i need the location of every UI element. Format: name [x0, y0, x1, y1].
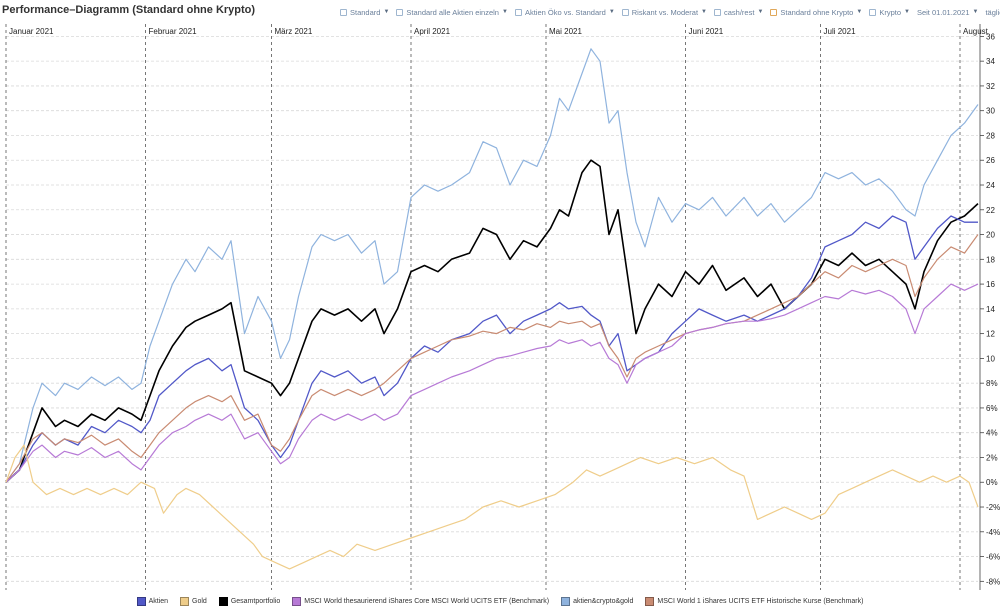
chevron-down-icon[interactable]: ▼ — [701, 9, 707, 15]
series-line — [5, 215, 978, 483]
y-tick-label: 16 — [986, 280, 995, 289]
interval-select[interactable]: täglich▼ — [985, 7, 1000, 17]
toolbar-item-riskant-moderat[interactable]: Riskant vs. Moderat ▼ — [621, 8, 707, 17]
month-markers: Januar 2021 Februar 2021 März 2021 April 20… — [5, 24, 989, 590]
y-tick-label: 18 — [986, 255, 995, 264]
series-line — [5, 444, 979, 570]
legend-item-msci-thesaurierend[interactable]: MSCI World thesaurierend iShares Core MS… — [292, 596, 549, 606]
month-label: März 2021 — [275, 27, 313, 36]
y-tick-label: 10 — [986, 354, 995, 363]
checkbox-icon[interactable] — [714, 8, 721, 16]
y-tick-label: 36 — [986, 32, 995, 41]
legend-item-aktien-crypto-gold[interactable]: aktien&crypto&gold — [561, 596, 633, 606]
checkbox-icon[interactable] — [396, 8, 404, 16]
y-tick-label: 34 — [986, 57, 995, 66]
chevron-down-icon[interactable]: ▼ — [501, 9, 508, 15]
y-axis: -8% -6% -4% -2% 0% 2% 4% 6% 8% 10 12 14 16 18 20 22 24 26… — [979, 24, 1000, 590]
legend-swatch — [292, 596, 302, 606]
chevron-down-icon[interactable]: ▼ — [608, 9, 615, 15]
series-lines — [5, 48, 979, 570]
month-label: Juli 2021 — [824, 27, 857, 36]
y-tick-label: 20 — [986, 231, 995, 240]
toolbar-item-krypto[interactable]: Krypto ▼ — [869, 8, 910, 17]
legend-swatch — [645, 596, 655, 606]
month-label: Juni 2021 — [689, 27, 724, 36]
y-tick-label: 6% — [986, 404, 998, 413]
month-label: April 2021 — [414, 27, 451, 36]
y-tick-label: 14 — [986, 305, 995, 314]
y-tick-label: 32 — [986, 82, 995, 91]
legend-item-msci-world-1[interactable]: MSCI World 1 iShares UCITS ETF Historisc… — [645, 596, 863, 606]
legend-swatch — [218, 596, 228, 606]
legend-swatch — [180, 596, 190, 606]
series-line — [5, 159, 979, 483]
y-tick-label: 28 — [986, 131, 995, 140]
y-tick-label: 8% — [986, 379, 998, 388]
toolbar-item-standard-alle-aktien[interactable]: Standard alle Aktien einzeln ▼ — [396, 8, 508, 17]
grid — [6, 35, 978, 582]
legend-item-gesamtportfolio[interactable]: Gesamtportfolio — [218, 596, 280, 606]
toolbar-item-aktien-oeko[interactable]: Aktien Öko vs. Standard ▼ — [514, 8, 615, 17]
chevron-down-icon[interactable]: ▼ — [856, 9, 863, 15]
chevron-down-icon[interactable]: ▼ — [972, 9, 979, 15]
performance-chart: Januar 2021 Februar 2021 März 2021 April 20… — [5, 24, 1000, 590]
chevron-down-icon[interactable]: ▼ — [757, 9, 764, 15]
y-tick-label: -8% — [986, 577, 1000, 586]
period-select[interactable]: Seit 01.01.2021 ▼ — [916, 7, 979, 17]
chevron-down-icon[interactable]: ▼ — [383, 9, 390, 15]
legend-swatch — [136, 596, 146, 606]
toolbar-item-standard-ohne-krypto[interactable]: Standard ohne Krypto ▼ — [770, 8, 862, 17]
y-tick-label: 2% — [986, 453, 998, 462]
month-label: August — [963, 27, 989, 36]
checkbox-icon[interactable] — [621, 8, 629, 16]
legend-swatch — [561, 596, 571, 606]
checkbox-icon[interactable] — [869, 8, 877, 16]
y-tick-label: 22 — [986, 206, 995, 215]
series-line — [5, 283, 979, 483]
y-tick-label: 26 — [986, 156, 995, 165]
chart-title: Performance–Diagramm (Standard ohne Kryp… — [2, 4, 256, 16]
y-tick-label: 30 — [986, 107, 995, 116]
month-label: Februar 2021 — [149, 27, 198, 36]
checkbox-icon[interactable] — [514, 8, 522, 16]
toolbar-item-cash-rest[interactable]: cash/rest ▼ — [714, 8, 763, 17]
chevron-down-icon[interactable]: ▼ — [904, 9, 910, 15]
checkbox-icon[interactable] — [340, 8, 347, 16]
y-tick-label: 0% — [986, 478, 998, 487]
series-line — [5, 234, 979, 483]
series-line — [5, 48, 979, 483]
chart-legend: Aktien Gold Gesamtportfolio MSCI World t… — [0, 594, 1000, 608]
y-tick-label: -4% — [986, 528, 1000, 537]
y-tick-label: -2% — [986, 503, 1000, 512]
legend-item-aktien[interactable]: Aktien — [136, 596, 168, 606]
legend-item-gold[interactable]: Gold — [180, 596, 207, 606]
chart-toolbar: Standard ▼ Standard alle Aktien einzeln ▼ … — [340, 5, 1000, 19]
month-label: Mai 2021 — [549, 27, 582, 36]
y-tick-label: 4% — [986, 429, 998, 438]
y-tick-label: 24 — [986, 181, 995, 190]
toolbar-item-standard[interactable]: Standard ▼ — [340, 8, 389, 17]
month-label: Januar 2021 — [9, 27, 54, 36]
checkbox-icon[interactable] — [770, 8, 778, 16]
y-tick-label: -6% — [986, 553, 1000, 562]
y-tick-label: 12 — [986, 330, 995, 339]
